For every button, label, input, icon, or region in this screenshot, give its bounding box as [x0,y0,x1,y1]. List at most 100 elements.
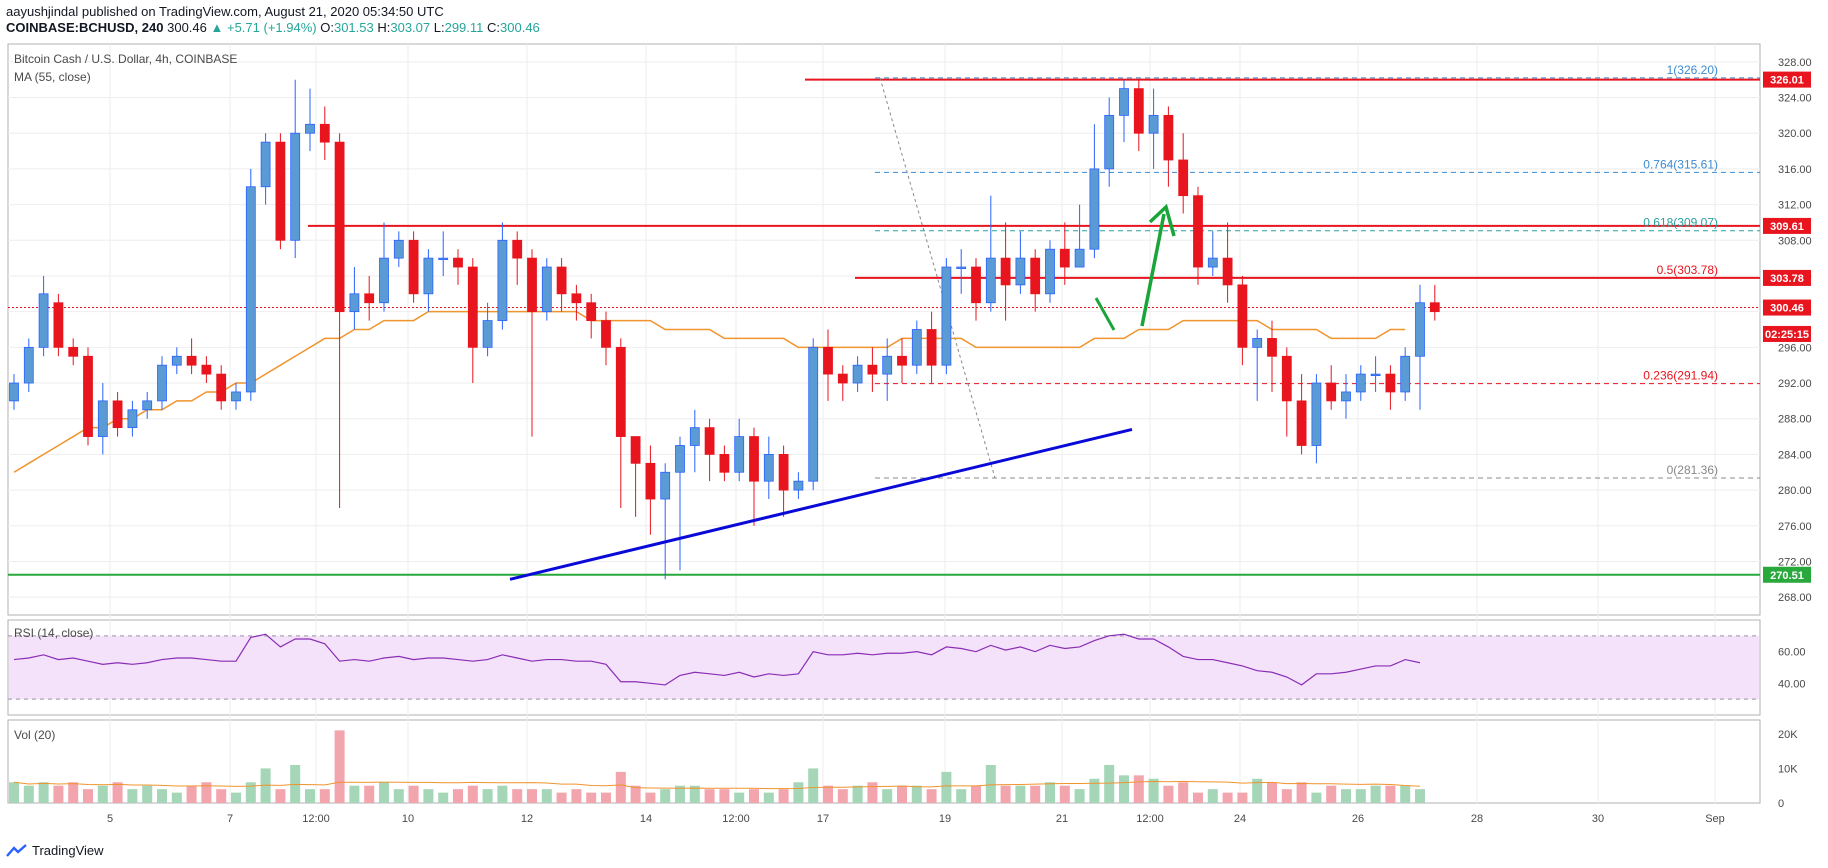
volume-bar [319,789,330,803]
ma-legend[interactable]: MA (55, close) [14,70,91,84]
candle-body [749,436,759,482]
volume-bar [793,782,804,803]
candle [1237,275,1248,366]
candle [719,445,730,482]
volume-bar [837,789,848,803]
candle-body [689,427,700,446]
candle-body [1415,302,1425,357]
candle [1074,204,1085,268]
candle [408,231,419,303]
candle [1030,249,1041,312]
volume-bar [645,792,656,803]
fib-level-label: 1(326.20) [1667,63,1718,77]
candle [1059,222,1070,285]
volume-bar [112,782,123,803]
candle [245,168,256,401]
candle-body [1370,373,1381,377]
volume-bar [571,789,582,803]
candle [1045,240,1055,303]
volume-bar [83,789,93,803]
candle [941,258,952,375]
price-tag [1763,566,1811,583]
volume-bar [482,789,493,803]
volume-bar [1296,782,1307,803]
volume-bar [926,789,937,803]
x-tick-label: 21 [1056,813,1068,825]
volume-bar [245,782,256,803]
volume-legend[interactable]: Vol (20) [14,728,56,742]
chart-title[interactable]: Bitcoin Cash / U.S. Dollar, 4h, COINBASE [14,52,238,66]
candle-body [319,123,330,143]
fib-level-label: 0(281.36) [1667,463,1718,477]
volume-bar [1000,785,1011,803]
candle-body [941,266,952,366]
low-value: 299.11 [444,20,484,35]
price-tag [1763,217,1811,234]
candle [1355,365,1366,401]
candle-body [68,346,79,357]
open-value: 301.53 [333,20,374,35]
candle [334,133,345,508]
candle-body [349,293,360,313]
x-tick-label: 10 [402,813,414,825]
candle-body [9,382,19,402]
candle [38,275,49,357]
candle-body [823,346,833,375]
candle-body [379,257,389,304]
rsi-tick-label: 60.00 [1778,647,1806,659]
x-tick-label: 28 [1471,813,1483,825]
y-tick-label: 296.00 [1778,342,1812,354]
footer[interactable]: TradingView [6,843,104,858]
candle-body [645,462,656,500]
candle [1015,231,1026,294]
volume-bar [704,789,715,803]
candle [260,133,271,205]
candle-body [23,346,34,384]
price-tag-label: 02:25:15 [1765,329,1809,341]
candle [1385,365,1396,410]
volume-tick-label: 10K [1778,763,1798,775]
candle [1400,347,1411,401]
candle-body [985,257,996,304]
y-tick-label: 320.00 [1778,128,1812,140]
volume-bar [1133,775,1144,803]
candle-body [586,302,597,321]
fib-level-label: 0.236(291.94) [1643,369,1718,383]
candle [808,338,819,491]
volume-bar [275,789,286,803]
x-tick-label: 19 [939,813,951,825]
volume-bar [97,785,108,803]
candle [778,445,789,517]
candle-body [1089,168,1100,250]
candle [971,258,981,321]
volume-bar [364,785,375,803]
close-value: 300.46 [500,20,540,35]
candle-body [1059,248,1070,268]
green-arrowhead-icon [1148,203,1176,237]
volume-bar [615,771,626,803]
candle [1163,106,1174,187]
volume-bar [956,789,967,803]
volume-bar [689,785,700,803]
price-tag [1763,325,1811,342]
x-tick-label: 14 [640,813,652,825]
candle [305,88,315,152]
candle-body [571,293,582,304]
candle-body [897,355,907,366]
x-tick-label: 12:00 [722,813,750,825]
candle [630,436,641,517]
open-label: O: [320,20,334,35]
candle [571,284,582,321]
candle [127,400,138,437]
rsi-legend[interactable]: RSI (14, close) [14,626,94,640]
volume-bar [941,771,952,803]
volume-bar [763,792,774,803]
volume-bar [1370,785,1381,803]
candle [1104,97,1115,187]
candle [423,249,434,312]
price-tag-label: 303.78 [1770,273,1804,285]
candle-body [1148,114,1159,134]
candle [142,391,153,419]
y-tick-label: 276.00 [1778,521,1812,533]
